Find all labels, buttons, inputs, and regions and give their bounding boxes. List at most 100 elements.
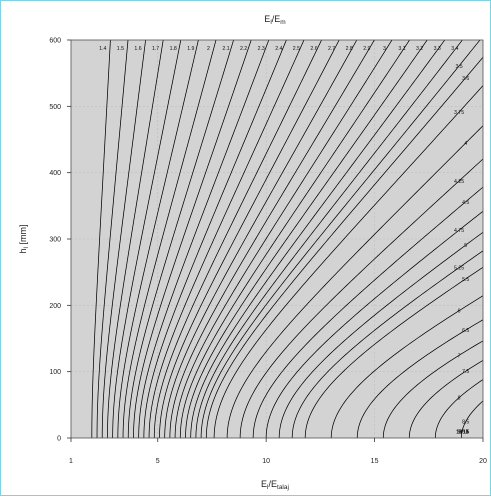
contour-line (148, 39, 305, 439)
contour-level-label: 3.6 (462, 76, 469, 82)
contour-level-label: 2.7 (328, 46, 335, 52)
contour-level-label: 8 (458, 396, 461, 402)
contour-line (408, 360, 484, 439)
contour-level-label: 1.9 (187, 46, 194, 52)
x-tick-label: 5 (156, 458, 160, 465)
contour-line (179, 39, 410, 439)
contour-line (460, 400, 484, 439)
contour-level-label: 3 (383, 46, 386, 52)
y-axis-label: hl [mm] (18, 225, 30, 254)
contour-level-label: 3.3 (434, 46, 441, 52)
contour-line (174, 39, 393, 439)
y-tick-label: 100 (49, 369, 61, 376)
contour-level-label: 11 (463, 429, 468, 435)
contour-line (434, 379, 484, 439)
contour-level-label: 5.25 (454, 266, 464, 272)
contour-line (127, 39, 234, 439)
contour-level-label: 3.1 (398, 46, 405, 52)
contour-level-label: 2.3 (258, 46, 265, 52)
y-tick-label: 0 (57, 436, 61, 443)
contour-level-label: 1.6 (134, 46, 141, 52)
contour-level-label: 2.4 (275, 46, 282, 52)
chart-title: El/Em (264, 14, 285, 26)
contour-line (382, 340, 484, 439)
contour-level-label: 2.2 (240, 46, 247, 52)
contour-line (330, 295, 484, 439)
contour-level-label: 7.5 (462, 369, 469, 375)
contour-level-label: 6.5 (462, 328, 469, 334)
contour-level-label: 2.9 (363, 46, 370, 52)
contour-level-label: 4.25 (454, 179, 464, 185)
contour-labels: 1.4 1.5 1.6 1.7 1.8 1.9 2 2.1 2.2 2.3 2.4 2.5 2.6 2.7… (99, 46, 469, 435)
contour-level-label: 3.75 (454, 110, 464, 116)
contour-level-label: 3.5 (455, 64, 462, 70)
contour-level-label: 7 (458, 353, 461, 359)
y-tick-label: 200 (49, 303, 61, 310)
contour-level-label: 1.4 (99, 46, 106, 52)
contour-level-label: 4.5 (462, 200, 469, 206)
contour-level-label: 16 (456, 429, 462, 435)
contour-level-label: 1.5 (117, 46, 124, 52)
contour-line (226, 125, 484, 439)
contour-line (117, 39, 199, 439)
contour-line (265, 210, 484, 439)
contour-level-label: 5.5 (462, 277, 469, 283)
contour-level-label: 9 (458, 429, 461, 435)
contour-line (239, 158, 484, 439)
contour-line (153, 39, 322, 439)
x-tick-label: 20 (479, 458, 487, 465)
contour-line (213, 85, 484, 439)
contour-level-label: 18 (456, 429, 462, 435)
contour-level-label: 1.7 (152, 46, 159, 52)
contour-level-label: 17 (463, 429, 469, 435)
contour-line (159, 39, 340, 439)
contour-level-label: 5 (464, 243, 467, 249)
contour-level-label: 8.5 (462, 420, 469, 426)
contour-level-label: 1.8 (170, 46, 177, 52)
contour-level-label: 2.6 (310, 46, 317, 52)
contour-level-label: 2.1 (222, 46, 229, 52)
y-tick-label: 400 (49, 170, 61, 177)
contour-line (96, 39, 129, 439)
contour-line (107, 39, 164, 439)
contour-level-label: 4 (464, 141, 467, 147)
contour-level-label: 3.4 (451, 46, 458, 52)
contour-line (278, 231, 484, 439)
contour-line (143, 39, 287, 439)
contour-level-label: 2 (207, 46, 210, 52)
contour-level-label: 3.2 (416, 46, 423, 52)
x-axis-label: El/Etalaj (261, 479, 289, 491)
contour-level-label: 13 (463, 429, 469, 435)
contour-level-label: 12 (456, 429, 462, 435)
contour-line (200, 39, 481, 439)
contour-line (122, 39, 217, 439)
contour-line (91, 39, 111, 438)
contour-line (291, 250, 484, 439)
contour-level-label: 2.8 (346, 46, 353, 52)
contour-level-label: 14 (456, 429, 462, 435)
contour-level-label: 2.5 (293, 46, 300, 52)
y-tick-label: 500 (49, 104, 61, 111)
contour-line (169, 39, 375, 439)
contour-level-label: 4.75 (454, 228, 464, 234)
contour-line (133, 39, 252, 439)
y-tick-label: 300 (49, 237, 61, 244)
contour-level-label: 9.5 (462, 429, 469, 435)
x-tick-label: 1 (69, 458, 73, 465)
contour-line (164, 39, 358, 439)
contour-level-label: 15 (463, 429, 469, 435)
x-tick-label: 15 (371, 458, 379, 465)
contour-level-label: 6 (458, 309, 461, 315)
contour-line (195, 39, 463, 439)
contour-line (185, 39, 428, 439)
x-tick-label: 10 (262, 458, 270, 465)
contour-lines (91, 39, 484, 439)
contour-line (356, 319, 484, 439)
contour-line (101, 39, 146, 438)
contour-line (304, 266, 484, 439)
contour-line (138, 39, 270, 439)
y-tick-label: 600 (49, 38, 61, 45)
